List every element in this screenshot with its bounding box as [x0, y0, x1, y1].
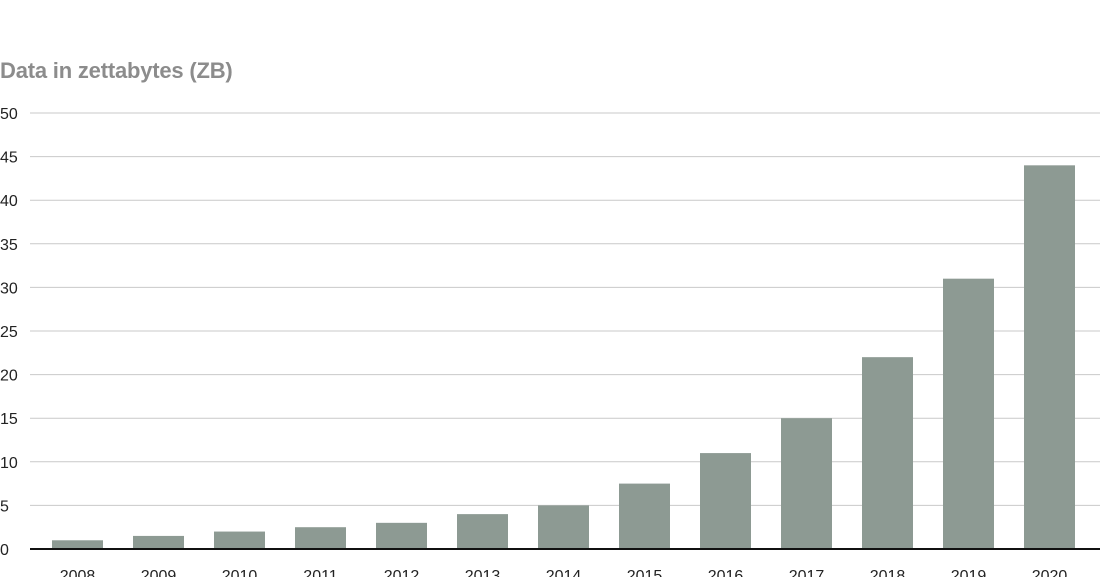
bar-2011	[295, 527, 346, 549]
y-tick-label: 5	[0, 498, 9, 515]
y-tick-label: 45	[0, 150, 18, 167]
y-tick-label: 10	[0, 455, 18, 472]
gridlines	[30, 112, 1100, 506]
y-axis-ticks: 0 5 10 15 20 25 30 35 40 45 50	[0, 106, 18, 559]
bar-2019	[943, 278, 994, 549]
y-tick-label: 40	[0, 193, 18, 210]
x-tick-label: 2013	[465, 568, 501, 577]
bar-2009	[133, 535, 184, 549]
bars	[52, 165, 1075, 549]
y-tick-label: 15	[0, 411, 18, 428]
x-tick-label: 2020	[1032, 568, 1068, 577]
x-tick-label: 2014	[546, 568, 582, 577]
y-tick-label: 35	[0, 237, 18, 254]
x-tick-label: 2012	[384, 568, 420, 577]
bar-2014	[538, 505, 589, 549]
y-tick-label: 0	[0, 542, 9, 559]
bar-2008	[52, 540, 103, 549]
y-tick-label: 25	[0, 324, 18, 341]
bar-2012	[376, 522, 427, 549]
chart-title: Data in zettabytes (ZB)	[0, 58, 233, 83]
x-tick-label: 2016	[708, 568, 744, 577]
x-axis-ticks: 2008 2009 2010 2011 2012 2013 2014 2015 2016 2017…	[60, 568, 1068, 577]
x-tick-label: 2019	[951, 568, 987, 577]
bar-2013	[457, 514, 508, 549]
y-tick-label: 30	[0, 280, 18, 297]
x-tick-label: 2008	[60, 568, 96, 577]
x-tick-label: 2011	[303, 568, 338, 577]
bar-2015	[619, 483, 670, 549]
x-tick-label: 2015	[627, 568, 663, 577]
bar-2010	[214, 531, 265, 549]
y-tick-label: 20	[0, 368, 18, 385]
bar-2016	[700, 453, 751, 549]
bar-2018	[862, 357, 913, 549]
x-tick-label: 2017	[789, 568, 825, 577]
x-tick-label: 2010	[222, 568, 258, 577]
bar-2020	[1024, 165, 1075, 549]
x-tick-label: 2009	[141, 568, 177, 577]
y-tick-label: 50	[0, 106, 18, 123]
x-tick-label: 2018	[870, 568, 906, 577]
bar-2017	[781, 418, 832, 549]
